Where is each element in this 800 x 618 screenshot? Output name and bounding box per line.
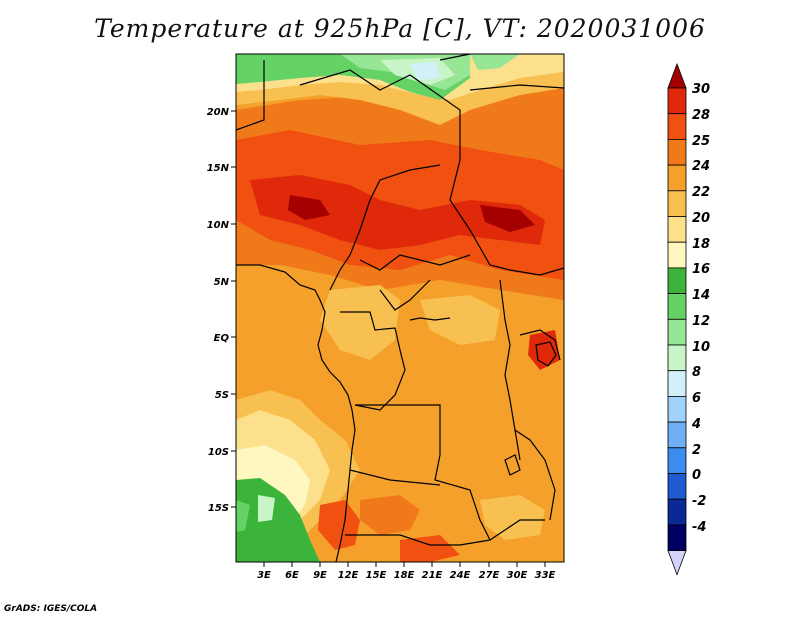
temperature-field — [236, 54, 564, 562]
colorbar-swatch — [667, 164, 687, 192]
colorbar-label: 20 — [692, 211, 710, 226]
latitude-ticks — [231, 110, 236, 508]
lat-label: 15N — [207, 163, 230, 174]
colorbar-swatch — [667, 216, 687, 243]
lon-label: 21E — [422, 570, 443, 581]
colorbar-swatch — [667, 267, 687, 294]
map-title: Temperature at 925hPa [C], VT: 202003100… — [94, 14, 706, 43]
colorbar-label: -4 — [692, 520, 706, 535]
colorbar-label: 10 — [692, 340, 710, 355]
colorbar-swatch — [667, 138, 687, 166]
lon-label: 33E — [535, 570, 556, 581]
colorbar-swatch — [667, 190, 687, 217]
colorbar-label: 0 — [692, 468, 701, 483]
colorbar-swatch — [667, 318, 687, 346]
colorbar-swatch — [667, 87, 687, 115]
colorbar-label: 22 — [692, 185, 710, 200]
lon-label: 30E — [507, 570, 528, 581]
lon-label: 12E — [338, 570, 359, 581]
colorbar-swatch — [667, 113, 687, 140]
colorbar-label: 30 — [692, 82, 710, 97]
colorbar-label: 18 — [692, 237, 710, 252]
lat-label: 10N — [207, 220, 230, 231]
lon-label: 18E — [394, 570, 415, 581]
colorbar — [667, 62, 687, 576]
colorbar-swatch — [667, 344, 687, 372]
country-borders — [235, 53, 565, 563]
colorbar-label: -2 — [692, 494, 706, 509]
colorbar-label: 12 — [692, 314, 710, 329]
map-frame — [235, 53, 565, 563]
longitude-labels: 3E 6E 9E 12E 15E 18E 21E 24E 27E 30E 33E — [257, 570, 555, 581]
colorbar-triangle-top — [667, 62, 687, 89]
colorbar-label: 25 — [692, 134, 710, 149]
colorbar-swatch — [667, 498, 687, 526]
colorbar-swatch — [667, 473, 687, 500]
colorbar-label: 2 — [692, 443, 701, 458]
colorbar-label: 28 — [692, 108, 710, 123]
lat-label: 10S — [208, 447, 229, 458]
colorbar-swatch — [667, 421, 687, 449]
colorbar-label: 14 — [692, 288, 710, 303]
lon-label: 24E — [450, 570, 471, 581]
lon-label: 3E — [257, 570, 271, 581]
colorbar-swatch — [667, 395, 687, 423]
lon-label: 6E — [285, 570, 299, 581]
lat-label: EQ — [214, 333, 230, 344]
latitude-labels: 20N 15N 10N 5N EQ 5S 10S 15S — [207, 107, 230, 514]
colorbar-swatch — [667, 370, 687, 397]
lat-label: 5N — [214, 277, 230, 288]
colorbar-triangle-bottom — [667, 550, 687, 576]
lon-label: 9E — [313, 570, 327, 581]
colorbar-label: 6 — [692, 391, 701, 406]
colorbar-swatch — [667, 447, 687, 474]
colorbar-swatch — [667, 524, 687, 552]
lat-label: 20N — [207, 107, 230, 118]
colorbar-label: 4 — [691, 417, 701, 432]
colorbar-label: 16 — [692, 262, 710, 277]
lon-label: 27E — [479, 570, 500, 581]
lon-label: 15E — [366, 570, 387, 581]
grads-credit: GrADS: IGES/COLA — [4, 604, 98, 614]
longitude-ticks — [263, 562, 546, 567]
lat-label: 15S — [208, 503, 229, 514]
colorbar-label: 8 — [692, 365, 701, 380]
colorbar-swatch — [667, 241, 687, 269]
colorbar-labels: 30 28 25 24 22 20 18 16 14 12 10 8 6 4 2… — [691, 82, 710, 535]
colorbar-label: 24 — [692, 159, 710, 174]
colorbar-swatch — [667, 293, 687, 320]
lat-label: 5S — [215, 390, 229, 401]
